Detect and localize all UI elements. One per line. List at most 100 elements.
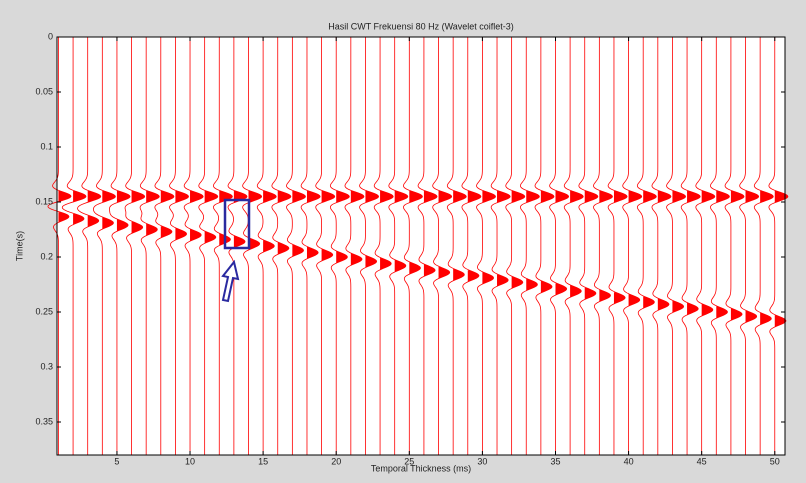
x-tick-label: 35 — [550, 456, 560, 466]
trace — [286, 37, 306, 455]
trace-fill — [204, 191, 218, 244]
trace — [315, 37, 336, 455]
trace — [271, 37, 292, 455]
trace — [651, 37, 672, 455]
x-tick-label: 15 — [258, 456, 268, 466]
trace-fill — [643, 191, 657, 309]
y-tick-label: 0.25 — [35, 306, 53, 316]
x-tick-label: 40 — [624, 456, 634, 466]
trace — [139, 37, 160, 455]
trace — [519, 37, 540, 455]
trace-fill — [87, 191, 101, 228]
y-tick-label: 0.35 — [35, 416, 53, 426]
trace-fill — [102, 191, 116, 230]
trace — [77, 37, 102, 455]
trace-fill — [628, 191, 642, 307]
x-tick-label: 5 — [114, 456, 119, 466]
trace-fill — [292, 191, 306, 257]
y-tick-label: 0 — [48, 31, 53, 41]
trace-fill — [511, 191, 525, 289]
trace-fill — [380, 191, 394, 271]
trace-fill — [233, 191, 248, 249]
trace-fill — [438, 191, 452, 279]
highlight-box — [223, 198, 251, 250]
trace — [607, 37, 628, 455]
trace — [47, 37, 72, 455]
trace — [198, 37, 219, 455]
traces — [47, 37, 789, 455]
trace — [549, 37, 570, 455]
trace — [578, 37, 599, 455]
trace — [768, 37, 789, 455]
trace — [169, 37, 189, 455]
trace-fill — [467, 191, 481, 283]
trace — [753, 37, 774, 455]
trace-fill — [613, 191, 628, 305]
trace — [710, 37, 730, 455]
trace — [622, 37, 643, 455]
trace — [666, 37, 686, 455]
x-tick-label: 30 — [477, 456, 487, 466]
trace-fill — [423, 191, 438, 278]
trace — [695, 37, 716, 455]
trace-fill — [555, 191, 569, 296]
trace — [680, 37, 701, 455]
trace — [124, 37, 146, 455]
trace-fill — [175, 191, 189, 241]
trace-fill — [350, 191, 364, 266]
trace — [359, 37, 380, 455]
trace — [739, 37, 760, 455]
y-tick-label: 0.05 — [35, 86, 53, 96]
trace — [154, 37, 175, 455]
trace-fill — [219, 191, 233, 247]
plot-frame — [56, 36, 786, 456]
trace — [373, 37, 394, 455]
trace-fill — [409, 191, 423, 275]
trace-fill — [482, 191, 496, 285]
trace-fill — [453, 191, 467, 282]
y-tick-label: 0.1 — [40, 141, 53, 151]
y-tick-label: 0.2 — [40, 251, 53, 261]
x-axis-label: Temporal Thickness (ms) — [371, 463, 471, 473]
trace — [446, 37, 467, 455]
trace — [563, 37, 584, 455]
arrow — [221, 259, 240, 303]
trace-fill — [263, 191, 277, 253]
x-tick-label: 20 — [331, 456, 341, 466]
trace — [183, 37, 204, 455]
y-tick-label: 0.15 — [35, 196, 53, 206]
trace-fill — [131, 191, 145, 235]
trace-fill — [540, 191, 554, 294]
trace — [227, 37, 248, 455]
trace-fill — [497, 191, 511, 287]
trace — [109, 37, 131, 455]
trace-fill — [365, 191, 379, 269]
trace — [490, 37, 511, 455]
x-tick-label: 50 — [770, 456, 780, 466]
trace — [534, 37, 555, 455]
trace — [461, 37, 482, 455]
trace — [93, 37, 116, 455]
trace — [388, 37, 409, 455]
x-tick-label: 25 — [404, 456, 414, 466]
trace — [403, 37, 423, 455]
trace — [593, 37, 613, 455]
trace — [432, 37, 453, 455]
trace-fill — [58, 191, 72, 223]
trace-fill — [73, 191, 86, 226]
plot-area — [57, 37, 785, 455]
trace-fill — [336, 191, 350, 265]
trace-fill — [526, 191, 540, 292]
trace-fill — [394, 191, 408, 273]
trace — [636, 37, 657, 455]
trace — [476, 37, 496, 455]
x-tick-label: 45 — [697, 456, 707, 466]
chart-title: Hasil CWT Frekuensi 80 Hz (Wavelet coifl… — [328, 21, 514, 31]
x-tick-label: 10 — [185, 456, 195, 466]
y-tick-label: 0.3 — [40, 361, 53, 371]
trace — [212, 37, 233, 455]
trace — [505, 37, 526, 455]
trace — [344, 37, 365, 455]
